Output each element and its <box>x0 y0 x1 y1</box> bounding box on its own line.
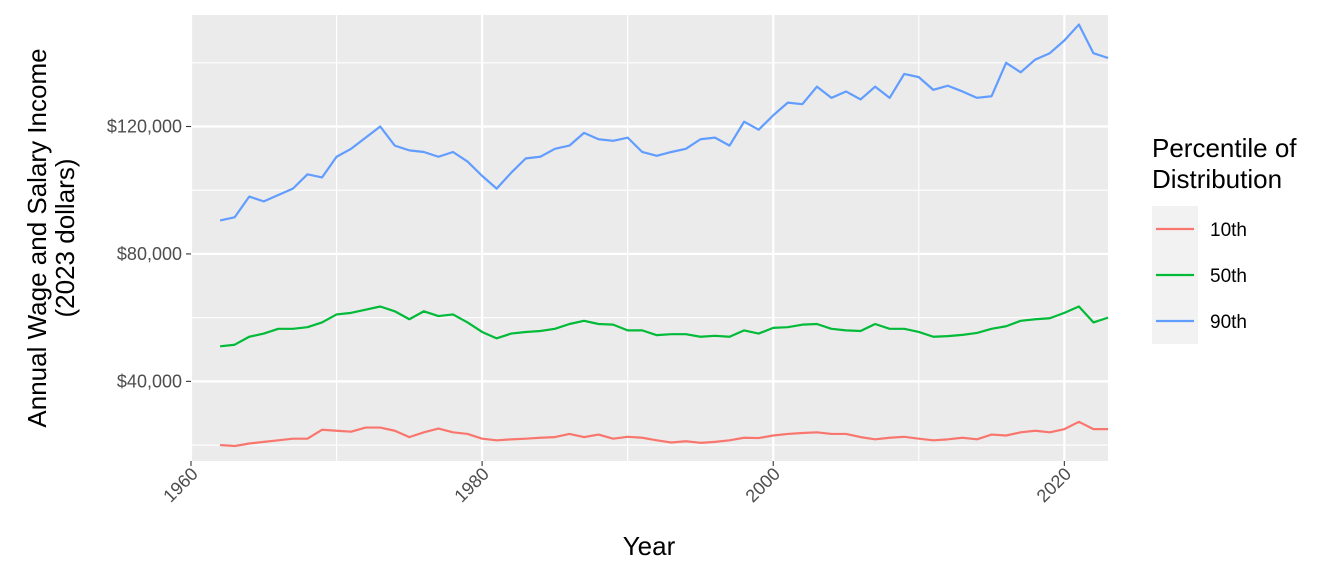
x-tick-label: 2020 <box>1033 464 1075 506</box>
y-tick-label: $80,000 <box>117 244 182 264</box>
x-tick-label: 1980 <box>450 464 492 506</box>
y-tick-label: $40,000 <box>117 371 182 391</box>
x-tick-label: 1960 <box>159 464 201 506</box>
x-tick-label: 2000 <box>742 464 784 506</box>
x-axis-title: Year <box>623 531 676 561</box>
legend-title-line-2: Distribution <box>1152 164 1282 194</box>
legend: Percentile of Distribution 10th 50th 90th <box>1152 133 1297 344</box>
legend-label: 90th <box>1210 312 1247 333</box>
y-axis-title-line-2: (2023 dollars) <box>50 159 80 318</box>
y-tick-label: $120,000 <box>107 117 182 137</box>
legend-title-line-1: Percentile of <box>1152 133 1297 163</box>
series-lines <box>219 23 1109 448</box>
legend-label: 10th <box>1210 220 1247 241</box>
series-line-90th <box>219 23 1109 222</box>
series-line-50th <box>219 305 1109 348</box>
major-gridlines <box>189 15 1108 461</box>
legend-label: 50th <box>1210 266 1247 287</box>
y-axis-title-line-1: Annual Wage and Salary Income <box>22 48 52 427</box>
y-axis: $40,000 $80,000 $120,000 <box>107 117 191 391</box>
series-line-10th <box>220 420 1108 448</box>
x-axis: 1960 1980 2000 2020 <box>159 461 1075 506</box>
legend-keys: 10th 50th 90th <box>1152 206 1247 344</box>
plot-panel <box>191 15 1108 461</box>
minor-gridlines <box>191 15 1108 461</box>
